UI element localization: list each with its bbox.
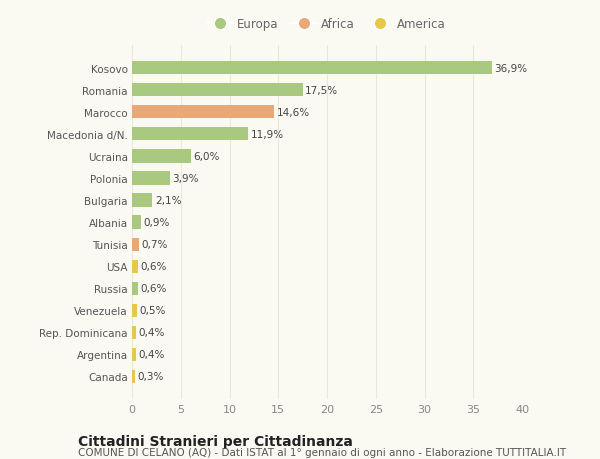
Text: 0,7%: 0,7% [141, 240, 167, 250]
Text: 0,6%: 0,6% [140, 284, 167, 294]
Bar [132, 370, 135, 383]
Text: 6,0%: 6,0% [193, 151, 220, 162]
Bar [132, 62, 492, 75]
Text: Cittadini Stranieri per Cittadinanza: Cittadini Stranieri per Cittadinanza [78, 434, 353, 448]
Text: 0,4%: 0,4% [139, 328, 165, 338]
Bar [132, 128, 248, 141]
Text: 0,4%: 0,4% [139, 350, 165, 360]
Text: 36,9%: 36,9% [494, 64, 527, 73]
Text: 11,9%: 11,9% [250, 129, 284, 140]
Bar [132, 304, 137, 317]
Bar [132, 84, 302, 97]
Text: 3,9%: 3,9% [172, 174, 199, 184]
Bar [132, 326, 136, 339]
Bar [132, 150, 191, 163]
Text: 17,5%: 17,5% [305, 85, 338, 95]
Text: COMUNE DI CELANO (AQ) - Dati ISTAT al 1° gennaio di ogni anno - Elaborazione TUT: COMUNE DI CELANO (AQ) - Dati ISTAT al 1°… [78, 447, 566, 457]
Text: 14,6%: 14,6% [277, 107, 310, 118]
Text: 0,5%: 0,5% [139, 306, 166, 316]
Bar [132, 238, 139, 251]
Bar [132, 106, 274, 119]
Bar [132, 172, 170, 185]
Bar [132, 282, 138, 295]
Bar [132, 216, 141, 229]
Bar [132, 348, 136, 361]
Text: 0,9%: 0,9% [143, 218, 170, 228]
Legend: Europa, Africa, America: Europa, Africa, America [203, 13, 451, 35]
Text: 0,6%: 0,6% [140, 262, 167, 272]
Text: 2,1%: 2,1% [155, 196, 181, 206]
Text: 0,3%: 0,3% [137, 372, 164, 381]
Bar [132, 194, 152, 207]
Bar [132, 260, 138, 273]
